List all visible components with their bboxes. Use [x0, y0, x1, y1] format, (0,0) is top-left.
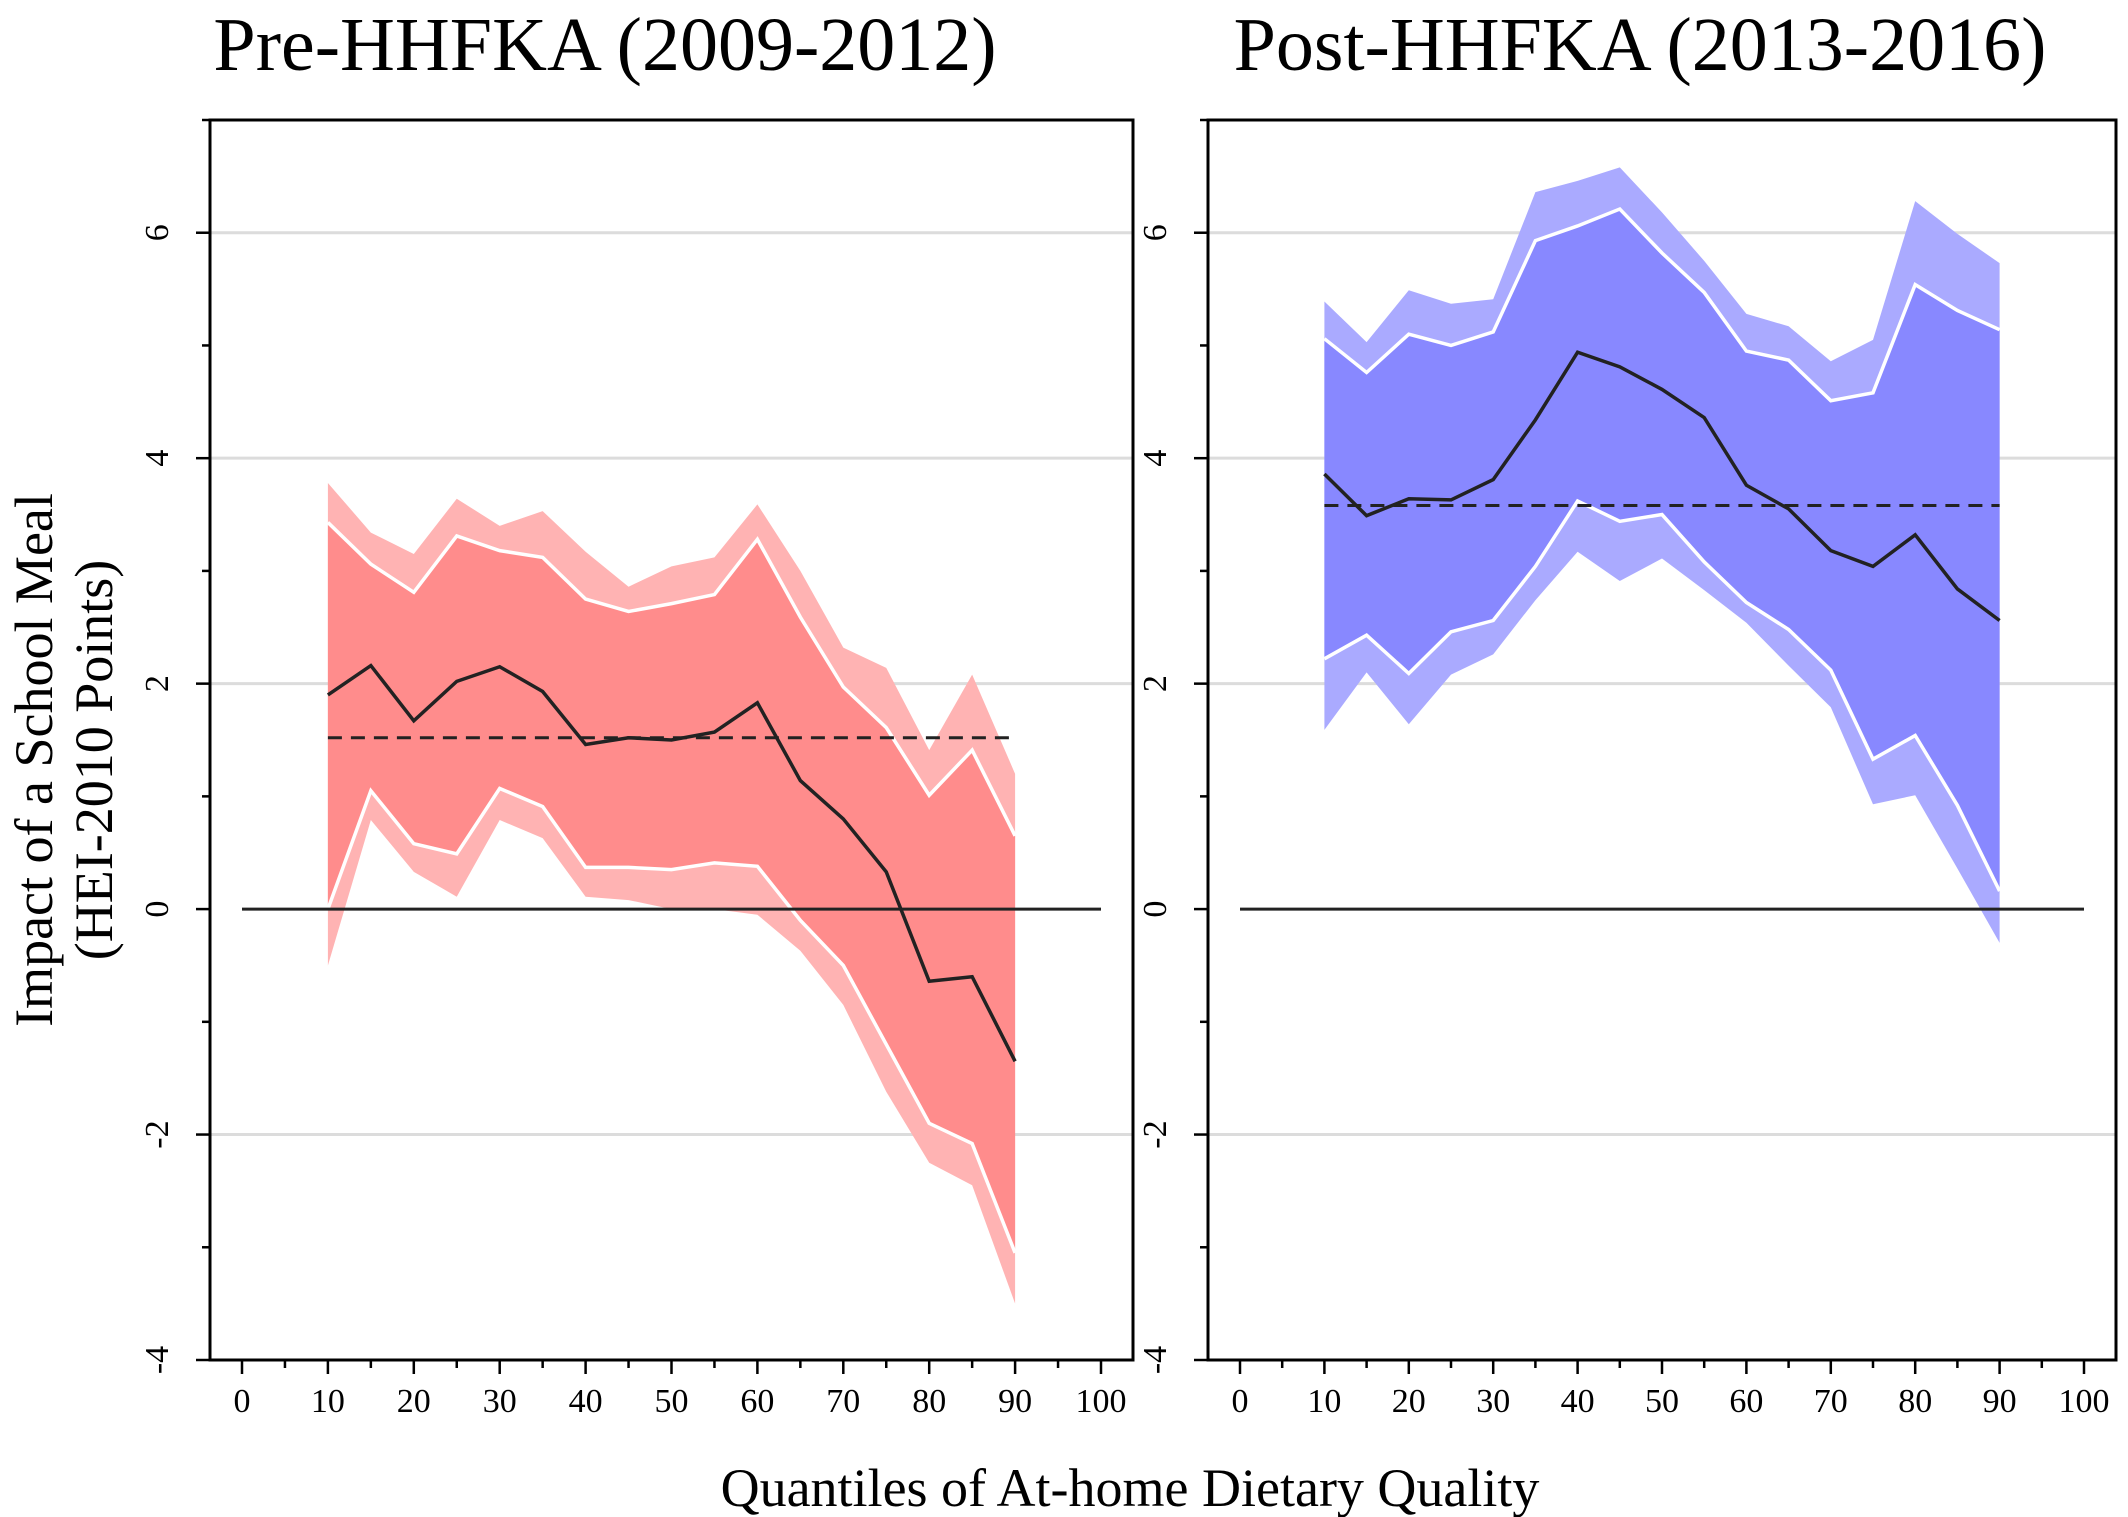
ci-lower-line [1323, 498, 2002, 892]
x-tick-label: 10 [1307, 1383, 1341, 1420]
estimate-line [326, 663, 1017, 1063]
panel-title: Post-HHFKA (2013-2016) [1234, 3, 2047, 87]
x-tick-label: 70 [1814, 1383, 1848, 1420]
y-tick-label: 2 [139, 675, 176, 692]
x-tick-label: 90 [1983, 1383, 2017, 1420]
x-tick-label: 40 [569, 1383, 603, 1420]
y-axis-label-line1: Impact of a School Meal [4, 493, 64, 1027]
y-tick-label: 2 [1137, 675, 1174, 692]
x-tick-label: 60 [1729, 1383, 1763, 1420]
x-tick-label: 100 [1076, 1383, 1127, 1420]
y-tick-label: 4 [1137, 450, 1174, 467]
y-axis-label-line2: (HEI-2010 Points) [64, 560, 124, 960]
y-tick-label: 6 [139, 224, 176, 241]
x-tick-label: 50 [655, 1383, 689, 1420]
x-tick-label: 10 [311, 1383, 345, 1420]
x-tick-label: 30 [483, 1383, 517, 1420]
x-tick-label: 20 [397, 1383, 431, 1420]
x-tick-label: 90 [998, 1383, 1032, 1420]
ci-upper-line [1323, 206, 2001, 403]
x-tick-label: 80 [1898, 1383, 1932, 1420]
x-axis-label: Quantiles of At-home Dietary Quality [721, 1458, 1540, 1517]
confidence-band-inner [1324, 209, 2000, 892]
y-tick-label: 0 [139, 901, 176, 918]
x-tick-label: 20 [1392, 1383, 1426, 1420]
y-tick-label: 6 [1137, 224, 1174, 241]
x-tick-label: 40 [1561, 1383, 1595, 1420]
ci-lower-line [326, 786, 1017, 1254]
x-tick-label: 60 [740, 1383, 774, 1420]
ci-upper-line [326, 521, 1017, 837]
confidence-band-inner [327, 522, 1016, 1253]
x-tick-label: 0 [1232, 1383, 1249, 1420]
y-tick-label: -2 [139, 1120, 176, 1148]
y-tick-label: 4 [139, 450, 176, 467]
x-tick-label: 30 [1476, 1383, 1510, 1420]
estimate-line [1323, 350, 2001, 622]
x-tick-label: 80 [912, 1383, 946, 1420]
y-tick-label: 0 [1137, 901, 1174, 918]
y-tick-label: -2 [1137, 1120, 1174, 1148]
y-tick-label: -4 [1137, 1346, 1174, 1374]
x-tick-label: 50 [1645, 1383, 1679, 1420]
y-tick-label: -4 [139, 1346, 176, 1374]
panel-title: Pre-HHFKA (2009-2012) [213, 3, 996, 87]
x-tick-label: 70 [826, 1383, 860, 1420]
x-tick-label: 0 [234, 1383, 251, 1420]
x-tick-label: 100 [2059, 1383, 2110, 1420]
